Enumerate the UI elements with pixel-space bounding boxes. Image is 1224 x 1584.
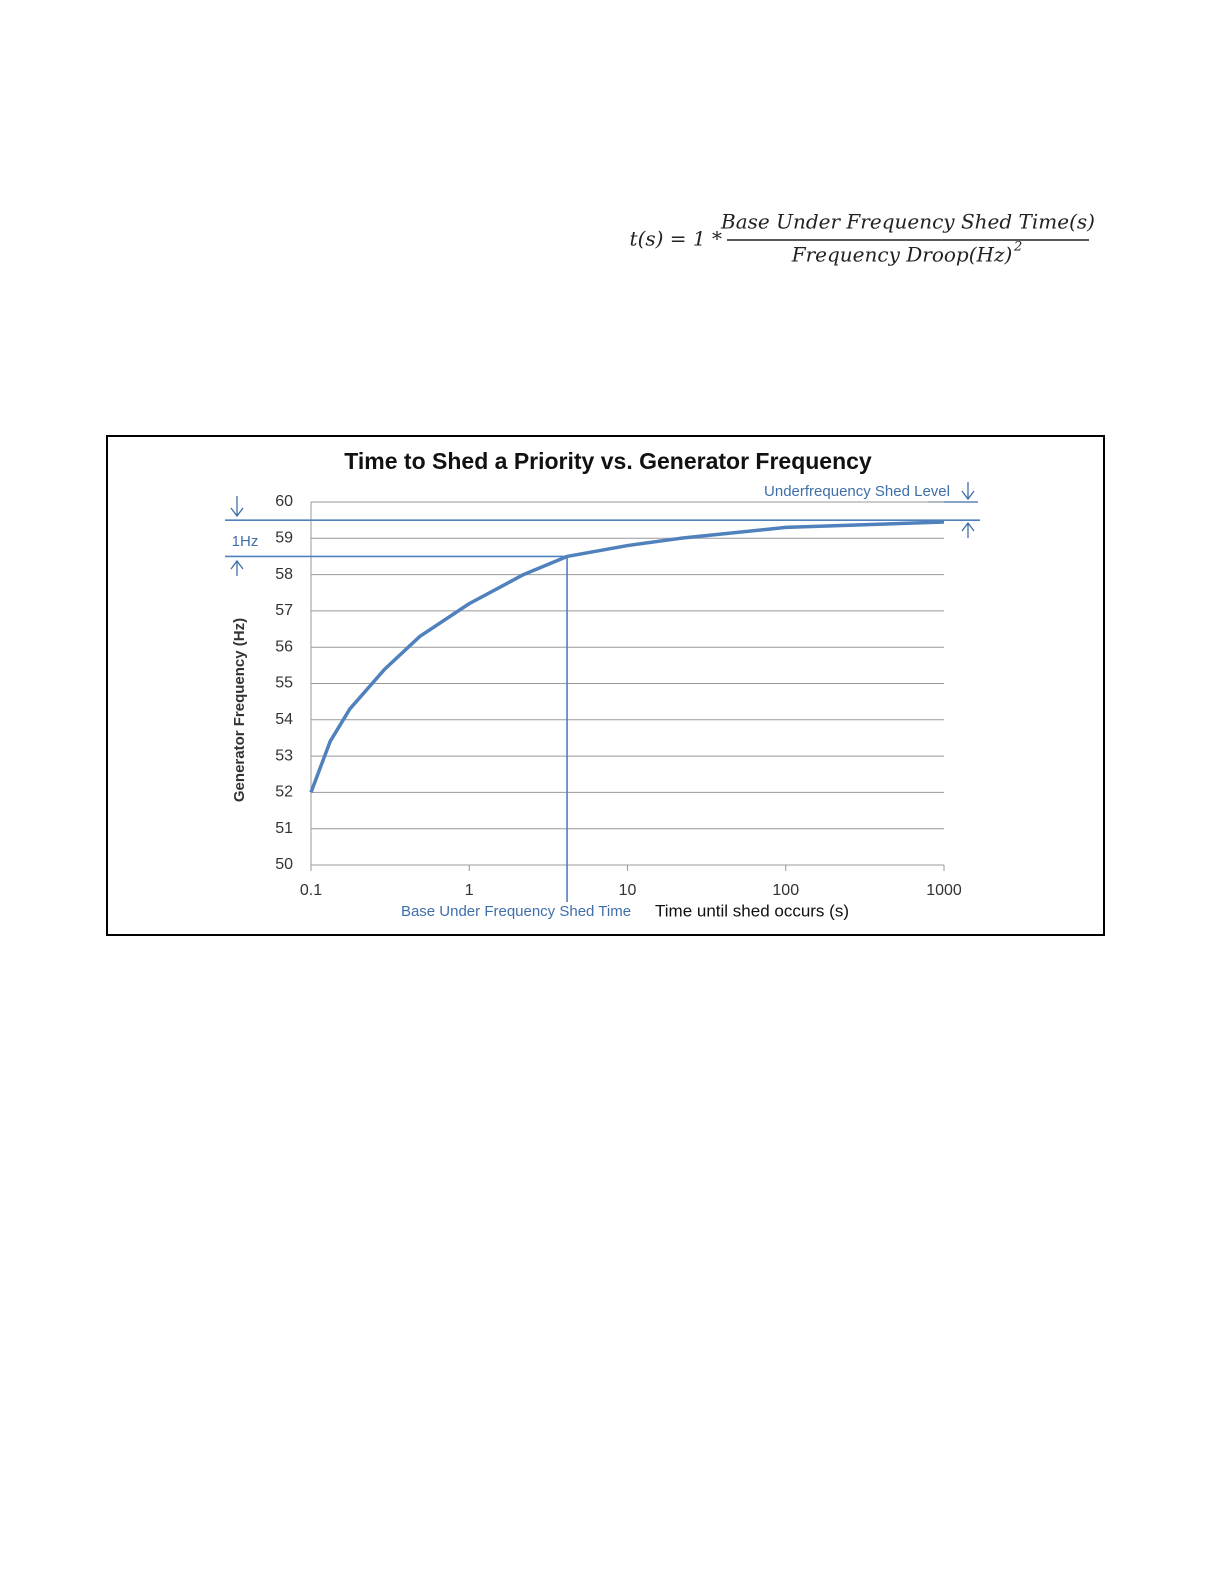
base-time-label: Base Under Frequency Shed Time	[401, 903, 631, 920]
formula-lhs: t(s) = 1 *	[630, 227, 722, 251]
chart-frame	[106, 435, 1105, 936]
formula-numerator: Base Under Frequency Shed Time(s)	[720, 210, 1095, 234]
droop-band-label: 1Hz	[232, 533, 259, 550]
y-tick-label: 56	[275, 638, 293, 655]
chart-title: Time to Shed a Priority vs. Generator Fr…	[344, 448, 872, 474]
x-axis-title: Time until shed occurs (s)	[655, 901, 849, 920]
y-tick-label: 53	[275, 747, 293, 764]
y-tick-label: 58	[275, 566, 293, 583]
x-tick-label: 10	[619, 882, 637, 899]
y-tick-label: 52	[275, 784, 293, 801]
formula-denominator: Frequency Droop(Hz)	[791, 243, 1013, 267]
x-tick-label: 100	[772, 882, 799, 899]
y-axis-title: Generator Frequency (Hz)	[231, 618, 248, 802]
y-tick-label: 60	[275, 493, 293, 510]
y-tick-label: 51	[275, 820, 293, 837]
shed-level-label: Underfrequency Shed Level	[764, 483, 950, 500]
y-tick-label: 50	[275, 856, 293, 873]
y-tick-label: 57	[275, 602, 293, 619]
x-tick-label: 0.1	[300, 882, 322, 899]
formula-exponent: 2	[1013, 240, 1022, 255]
x-tick-label: 1	[465, 882, 474, 899]
x-tick-label: 1000	[926, 882, 962, 899]
curve	[309, 520, 945, 794]
y-tick-label: 55	[275, 675, 293, 692]
y-tick-label: 54	[275, 711, 293, 728]
y-tick-label: 59	[275, 530, 293, 547]
